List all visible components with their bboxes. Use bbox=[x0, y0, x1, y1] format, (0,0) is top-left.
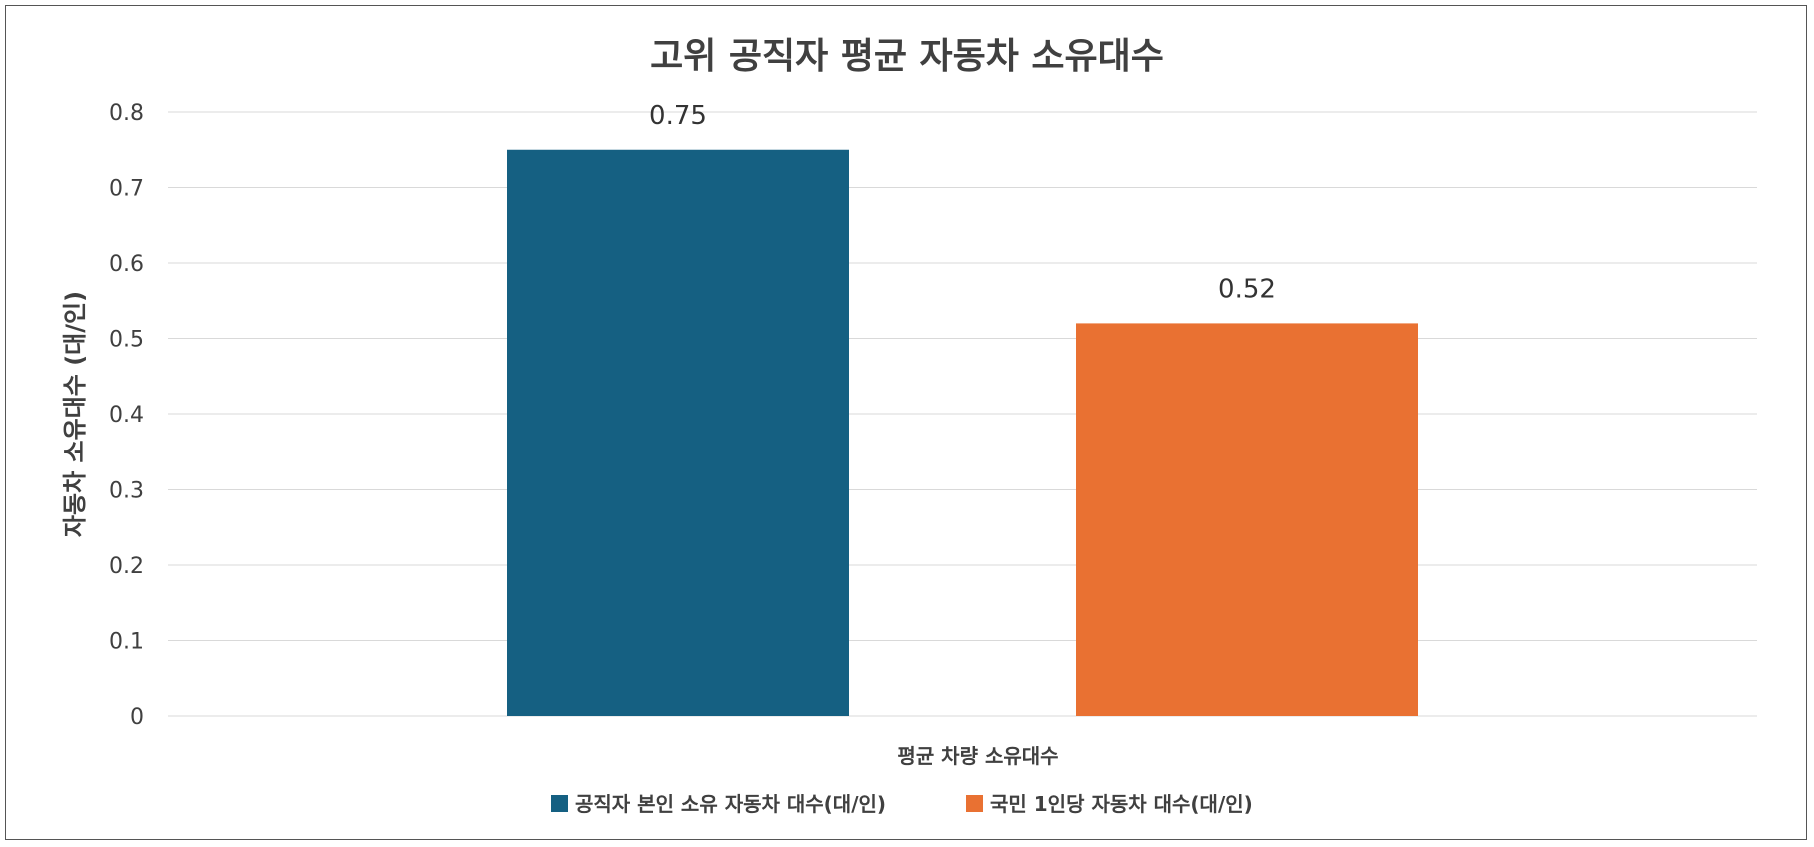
legend-entry: 공직자 본인 소유 자동차 대수(대/인) bbox=[575, 792, 886, 816]
y-tick-label: 0.1 bbox=[109, 630, 144, 655]
legend-swatch bbox=[966, 795, 983, 812]
bar bbox=[1076, 323, 1418, 716]
legend: 공직자 본인 소유 자동차 대수(대/인) 국민 1인당 자동차 대수(대/인) bbox=[551, 792, 1253, 816]
y-tick-label: 0.3 bbox=[109, 479, 144, 504]
chart-frame bbox=[5, 5, 1807, 840]
y-tick-label: 0.2 bbox=[109, 554, 144, 579]
bars bbox=[507, 149, 1418, 716]
legend-swatch bbox=[551, 795, 568, 812]
y-tick-label: 0 bbox=[130, 705, 144, 730]
legend-entry: 국민 1인당 자동차 대수(대/인) bbox=[990, 792, 1253, 816]
data-label: 0.52 bbox=[1218, 274, 1276, 304]
chart-title: 고위 공직자 평균 자동차 소유대수 bbox=[650, 36, 1164, 77]
y-tick-label: 0.5 bbox=[109, 328, 144, 353]
y-tick-label: 0.6 bbox=[109, 252, 144, 277]
grid-lines bbox=[168, 111, 1757, 717]
y-tick-label: 0.7 bbox=[109, 177, 144, 202]
data-labels: 0.75 0.52 bbox=[649, 101, 1276, 305]
y-axis-label: 자동차 소유대수 (대/인) bbox=[61, 291, 89, 537]
bar bbox=[507, 149, 849, 716]
y-tick-label: 0.8 bbox=[109, 101, 144, 126]
y-axis-ticks: 0 0.1 0.2 0.3 0.4 0.5 0.6 0.7 0.8 bbox=[109, 101, 144, 730]
data-label: 0.75 bbox=[649, 101, 707, 131]
y-tick-label: 0.4 bbox=[109, 403, 144, 428]
x-axis-label: 평균 차량 소유대수 bbox=[897, 744, 1058, 768]
